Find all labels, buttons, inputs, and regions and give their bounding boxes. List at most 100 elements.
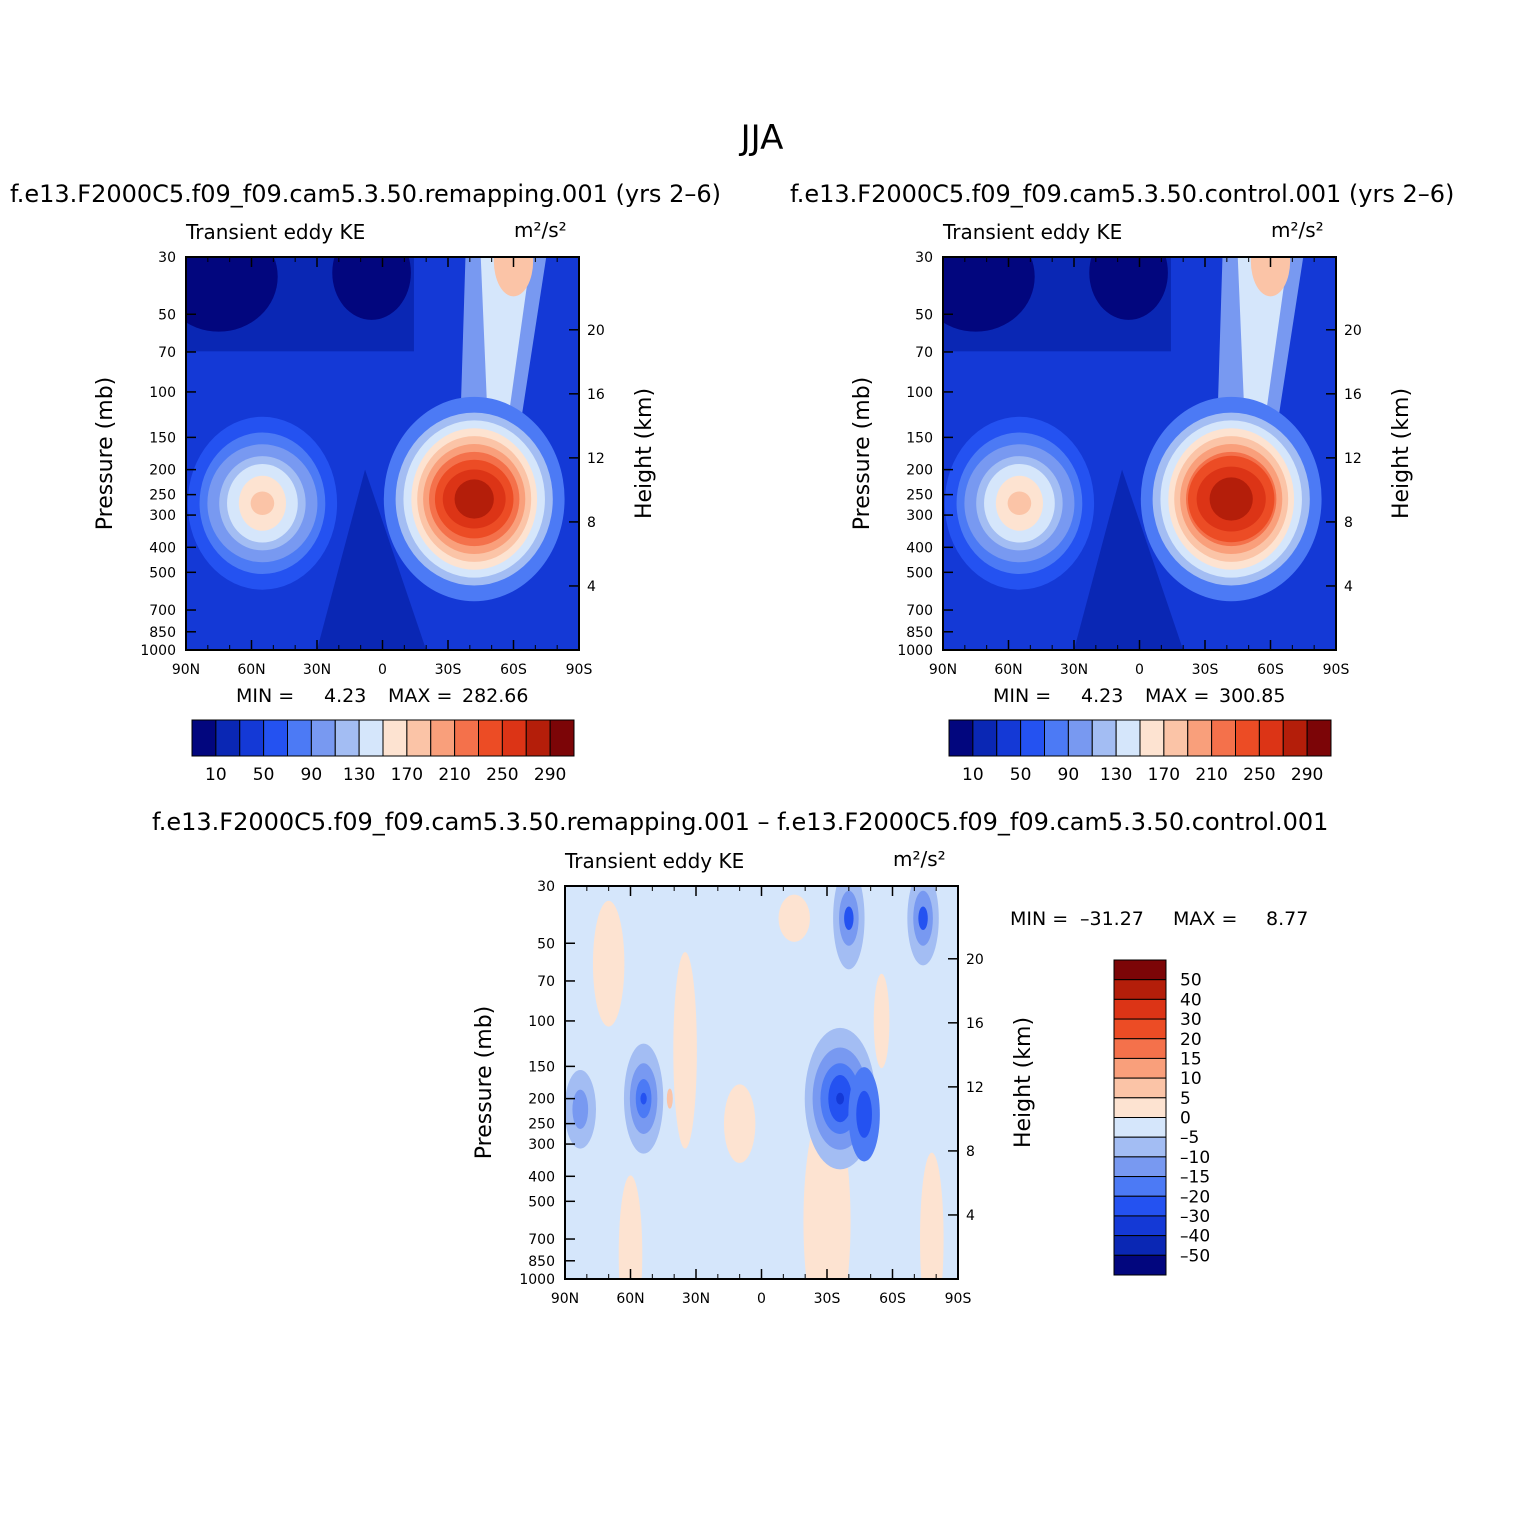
colorbar-box (1113, 1117, 1167, 1138)
colorbar-box (191, 719, 217, 757)
y-tick-label: 200 (906, 463, 933, 479)
colorbar-label: 10 (205, 765, 227, 785)
colorbar-box (1113, 1097, 1167, 1118)
field-positive-area (618, 1175, 643, 1279)
y-tick-label: 300 (528, 1137, 555, 1153)
colorbar-box (1139, 719, 1165, 757)
field-south-storm-track-contour (1209, 477, 1253, 521)
colorbar-box (1235, 719, 1260, 757)
field-north-storm-track-contour (1007, 491, 1032, 516)
colorbar-box (358, 719, 384, 757)
colorbar-box (1113, 959, 1167, 981)
field-south-column-inner (1237, 257, 1288, 413)
panel1-units-label: m²/s² (514, 218, 567, 242)
panel1-colorbar: 10 50 90 130 170 210 250 290 (191, 719, 575, 785)
colorbar-box (1113, 998, 1167, 1020)
panel3-units-label: m²/s² (893, 847, 946, 871)
colorbar-box (1187, 719, 1213, 757)
panel2-variable-label: Transient eddy KE (943, 220, 1123, 244)
panel2-max-label: MAX = (1145, 685, 1210, 707)
colorbar-box (406, 719, 432, 757)
colorbar-label: 40 (1180, 990, 1202, 1010)
y-right-tick-label: 4 (587, 579, 596, 595)
x-tick-label: 90S (1323, 662, 1350, 678)
y-tick-label: 700 (149, 603, 176, 619)
colorbar-box (1113, 979, 1167, 1000)
field-positive-area (873, 973, 890, 1069)
colorbar-label: 0 (1180, 1109, 1191, 1129)
colorbar-label: 130 (343, 765, 375, 785)
field-positive-area (666, 1088, 673, 1109)
colorbar-label: 250 (486, 765, 518, 785)
colorbar-box (1113, 1195, 1167, 1217)
x-tick-label: 60N (994, 662, 1022, 678)
y-tick-label: 100 (906, 385, 933, 401)
colorbar-box (1067, 719, 1093, 757)
y-right-tick-label: 20 (1344, 323, 1362, 339)
page-title: JJA (740, 118, 784, 158)
panel2-axes: 30 50 70 100 150 200 250 300 400 500 700 850 1000 20 1… (850, 250, 1414, 678)
panel3-max-value: 8.77 (1266, 908, 1309, 930)
y-right-tick-label: 4 (966, 1208, 975, 1224)
field-strat-min-north (943, 257, 1035, 332)
colorbar-label: –30 (1180, 1207, 1210, 1227)
y-tick-label: 50 (915, 307, 933, 323)
colorbar-label: 30 (1180, 1010, 1202, 1030)
y-tick-label: 300 (906, 508, 933, 524)
x-tick-label: 30S (435, 662, 462, 678)
y-tick-label: 250 (528, 1117, 555, 1133)
colorbar-label: 90 (301, 765, 323, 785)
x-tick-label: 30S (814, 1291, 841, 1307)
colorbar-label: –40 (1180, 1227, 1210, 1247)
y-tick-label: 500 (528, 1194, 555, 1210)
colorbar-box (1113, 1235, 1167, 1256)
x-tick-label: 90N (929, 662, 957, 678)
y-right-tick-label: 12 (1344, 451, 1362, 467)
y-tick-label: 50 (158, 307, 176, 323)
y-right-tick-label: 12 (587, 451, 605, 467)
y-tick-label: 70 (158, 345, 176, 361)
colorbar-box (1163, 719, 1189, 757)
panel2-min-label: MIN = (993, 685, 1052, 707)
colorbar-box (1282, 719, 1308, 757)
x-tick-label: 0 (378, 662, 387, 678)
colorbar-box (1115, 719, 1141, 757)
panel1-variable-label: Transient eddy KE (186, 220, 366, 244)
x-tick-label: 0 (757, 1291, 766, 1307)
colorbar-label: 290 (1291, 765, 1323, 785)
colorbar-label: 50 (253, 765, 275, 785)
y-tick-label: 150 (906, 430, 933, 446)
y-right-tick-label: 8 (966, 1144, 975, 1160)
field-negative-contour (572, 1089, 589, 1129)
x-tick-label: 90S (566, 662, 593, 678)
colorbar-box (1113, 1156, 1167, 1178)
y-tick-label: 850 (528, 1254, 555, 1270)
y-tick-label: 250 (149, 488, 176, 504)
colorbar-box (1020, 719, 1045, 757)
colorbar-box (501, 719, 527, 757)
colorbar-box (1113, 1136, 1167, 1158)
panel2-field (943, 257, 1336, 650)
field-tropics (317, 469, 427, 650)
y-right-axis-title: Height (km) (1011, 1017, 1036, 1148)
colorbar-box (1113, 1215, 1167, 1237)
x-tick-label: 60N (237, 662, 265, 678)
panel3-min-value: –31.27 (1080, 908, 1144, 930)
panel3-field (565, 886, 958, 1279)
y-axis-title: Pressure (mb) (850, 377, 875, 531)
y-tick-label: 700 (906, 603, 933, 619)
colorbar-label: 15 (1180, 1049, 1202, 1069)
panel2-units-label: m²/s² (1271, 218, 1324, 242)
y-tick-label: 200 (528, 1092, 555, 1108)
x-tick-label: 0 (1135, 662, 1144, 678)
y-right-tick-label: 8 (1344, 515, 1353, 531)
panel2-title: f.e13.F2000C5.f09_f09.cam5.3.50.control.… (790, 180, 1455, 208)
y-tick-label: 70 (537, 974, 555, 990)
colorbar-box (1044, 719, 1069, 757)
y-right-tick-label: 16 (587, 387, 605, 403)
panel1-min-label: MIN = (236, 685, 295, 707)
y-tick-label: 50 (537, 936, 555, 952)
field-south-strat-max (1250, 257, 1291, 297)
